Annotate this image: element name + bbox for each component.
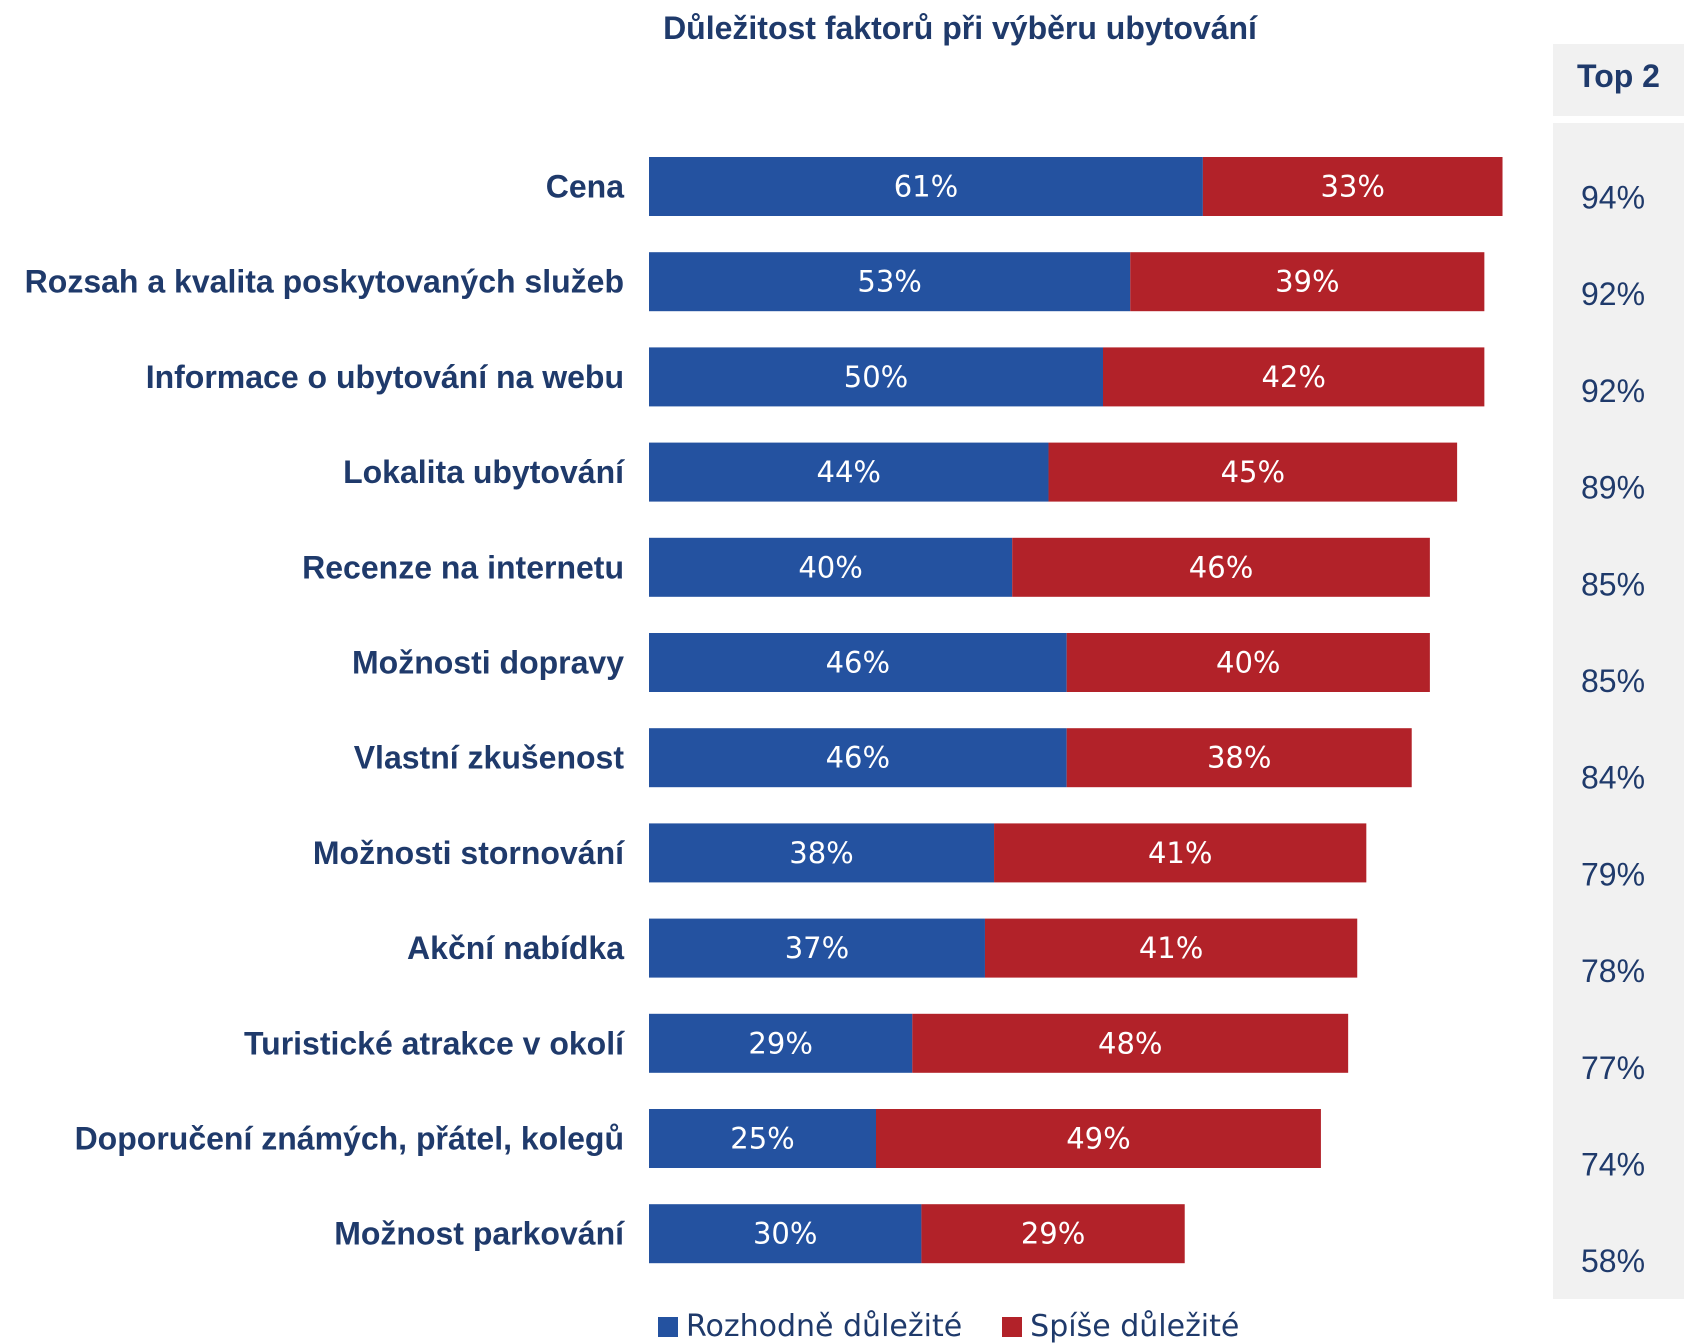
bar-series-1 [649,1109,876,1168]
legend: Rozhodně důležité Spíše důležité [658,1309,1239,1344]
category-label: Vlastní zkušenost [354,740,625,776]
top2-value: 84% [1581,760,1645,796]
data-label-series-2: 40% [1216,646,1280,680]
legend-item-series-2: Spíše důležité [1002,1309,1239,1344]
data-label-series-1: 44% [817,455,881,489]
data-label-series-2: 42% [1261,360,1325,394]
bar-series-2 [1048,442,1458,502]
top2-value: 78% [1581,953,1645,989]
data-label-series-1: 38% [789,836,853,870]
top2-value: 92% [1581,373,1645,409]
top2-value: 79% [1581,856,1645,892]
data-label-series-2: 41% [1139,931,1203,965]
bar-series-1 [649,537,1013,597]
data-label-series-2: 49% [1066,1122,1130,1156]
bar-series-1 [649,252,1131,312]
data-label-series-2: 41% [1148,836,1212,870]
bar-series-2 [984,918,1358,978]
legend-item-series-1: Rozhodně důležité [658,1309,962,1344]
bar-series-1 [649,1204,922,1264]
legend-swatch-series-1 [658,1316,678,1337]
category-label: Možnost parkování [334,1216,625,1252]
bar-series-2 [876,1109,1321,1168]
top2-header: Top 2 [1577,58,1660,94]
bar-series-1 [649,1013,913,1073]
data-label-series-2: 46% [1189,550,1253,584]
category-label: Lokalita ubytování [343,454,625,490]
legend-label-series-1: Rozhodně důležité [686,1309,963,1344]
data-label-series-1: 46% [826,646,890,680]
category-label: Rozsah a kvalita poskytovaných služeb [25,264,624,300]
data-label-series-2: 39% [1275,265,1339,299]
data-label-series-2: 38% [1207,741,1271,775]
bar-series-2 [912,1013,1349,1073]
bar-series-2 [994,823,1367,883]
top2-value: 85% [1581,663,1645,699]
bar-series-1 [649,347,1103,407]
category-label: Možnosti dopravy [352,645,624,681]
top2-value: 85% [1581,566,1645,602]
data-label-series-2: 33% [1320,170,1384,204]
category-label: Turistické atrakce v okolí [244,1025,625,1061]
top2-value: 58% [1581,1243,1645,1279]
bar-series-2 [1202,157,1503,216]
bar-series-2 [1066,728,1412,788]
data-label-series-2: 29% [1021,1217,1085,1251]
chart-title: Důležitost faktorů při výběru ubytování [663,10,1257,46]
bar-series-1 [649,633,1067,692]
legend-swatch-series-2 [1002,1316,1023,1337]
bar-series-1 [649,728,1067,788]
category-label: Akční nabídka [407,930,624,966]
bar-series-1 [649,918,985,978]
data-label-series-2: 45% [1221,455,1285,489]
bar-series-2 [1103,347,1485,407]
data-label-series-1: 29% [748,1026,812,1060]
bar-series-2 [1012,537,1430,597]
bar-series-2 [921,1204,1185,1264]
top2-header-divider [1553,116,1684,123]
bar-series-1 [649,157,1203,216]
data-label-series-2: 48% [1098,1026,1162,1060]
data-label-series-1: 50% [844,360,908,394]
category-label: Cena [546,169,624,205]
data-label-series-1: 37% [785,931,849,965]
top2-value: 92% [1581,276,1645,312]
bar-series-2 [1130,252,1485,312]
category-label: Doporučení známých, přátel, kolegů [75,1121,624,1157]
data-label-series-1: 40% [798,550,862,584]
bar-series-2 [1066,633,1430,692]
bar-series-1 [649,442,1049,502]
top2-column-background [1553,44,1684,1299]
data-label-series-1: 61% [894,170,958,204]
legend-label-series-2: Spíše důležité [1030,1309,1240,1344]
top2-value: 74% [1581,1147,1645,1183]
category-label: Informace o ubytování na webu [146,359,624,395]
bar-series-1 [649,823,995,883]
category-label: Možnosti stornování [313,835,625,871]
category-label: Recenze na internetu [302,549,624,585]
data-label-series-1: 30% [753,1217,817,1251]
top2-value: 94% [1581,180,1645,216]
data-label-series-1: 53% [857,265,921,299]
top2-value: 89% [1581,470,1645,506]
top2-value: 77% [1581,1050,1645,1086]
data-label-series-1: 46% [826,741,890,775]
data-label-series-1: 25% [730,1122,794,1156]
